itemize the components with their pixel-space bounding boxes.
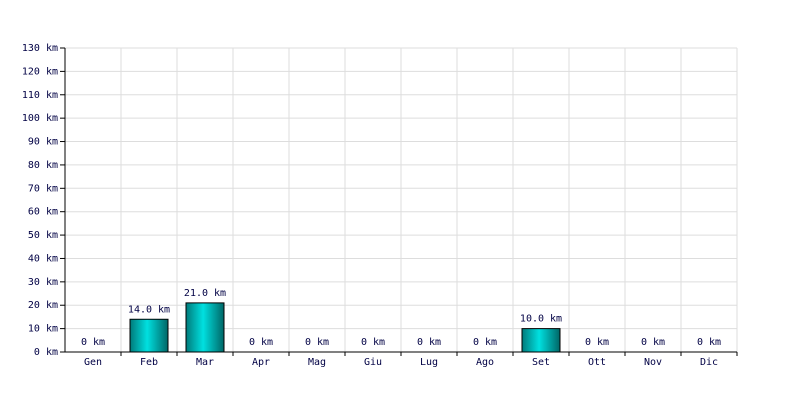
y-tick-label: 50 km (28, 230, 58, 241)
x-tick-label: Dic (700, 357, 718, 368)
value-label: 0 km (249, 337, 273, 348)
value-label: 0 km (473, 337, 497, 348)
value-label: 14.0 km (128, 304, 170, 315)
y-tick-label: 10 km (28, 324, 58, 335)
x-tick-label: Ott (588, 357, 606, 368)
x-tick-label: Lug (420, 357, 438, 368)
value-label: 10.0 km (520, 314, 562, 325)
y-tick-label: 70 km (28, 183, 58, 194)
y-tick-label: 90 km (28, 137, 58, 148)
value-label: 0 km (305, 337, 329, 348)
value-label: 0 km (81, 337, 105, 348)
value-label: 0 km (641, 337, 665, 348)
x-tick-label: Feb (140, 357, 158, 368)
bar (521, 328, 561, 353)
y-tick-label: 40 km (28, 253, 58, 264)
y-tick-label: 60 km (28, 207, 58, 218)
x-tick-label: Mar (196, 357, 214, 368)
x-tick-label: Apr (252, 357, 270, 368)
y-tick-label: 110 km (22, 90, 58, 101)
x-tick-label: Ago (476, 357, 494, 368)
value-label: 21.0 km (184, 288, 226, 299)
y-tick-label: 30 km (28, 277, 58, 288)
x-tick-label: Giu (364, 357, 382, 368)
bar (129, 318, 169, 353)
x-tick-label: Set (532, 357, 550, 368)
y-tick-label: 130 km (22, 43, 58, 54)
y-tick-label: 80 km (28, 160, 58, 171)
value-label: 0 km (697, 337, 721, 348)
value-label: 0 km (417, 337, 441, 348)
y-tick-label: 100 km (22, 113, 58, 124)
x-tick-label: Mag (308, 357, 326, 368)
value-label: 0 km (585, 337, 609, 348)
x-tick-label: Nov (644, 357, 662, 368)
bar (185, 302, 225, 353)
x-tick-label: Gen (84, 357, 102, 368)
y-tick-label: 120 km (22, 66, 58, 77)
y-tick-label: 0 km (34, 347, 58, 358)
y-tick-label: 20 km (28, 300, 58, 311)
value-label: 0 km (361, 337, 385, 348)
